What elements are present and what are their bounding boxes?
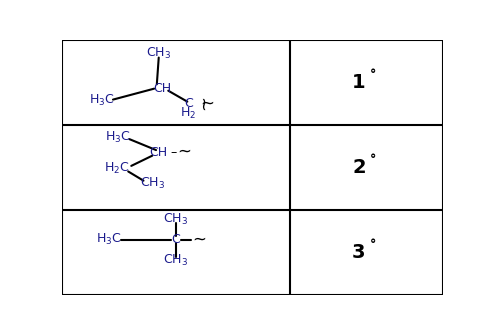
Text: H$_2$: H$_2$ [181, 106, 196, 121]
Text: C: C [172, 233, 180, 246]
Text: CH$_3$: CH$_3$ [146, 46, 171, 61]
Text: ~: ~ [201, 95, 215, 113]
Text: °: ° [370, 68, 376, 81]
Text: –: – [170, 146, 176, 159]
Text: CH: CH [154, 82, 172, 95]
Text: H$_3$C: H$_3$C [105, 129, 131, 145]
Text: 2: 2 [352, 158, 366, 177]
Text: H$_2$C: H$_2$C [104, 161, 129, 176]
Text: ~: ~ [195, 95, 213, 110]
Text: CH$_3$: CH$_3$ [163, 254, 188, 268]
Text: CH$_3$: CH$_3$ [163, 212, 188, 227]
Text: H$_3$C: H$_3$C [96, 232, 122, 247]
Text: C: C [184, 97, 193, 111]
Text: 1: 1 [352, 73, 366, 92]
Text: CH: CH [150, 146, 168, 159]
Text: °: ° [370, 153, 376, 166]
Text: H$_3$C: H$_3$C [89, 93, 114, 109]
Text: °: ° [370, 238, 376, 251]
Text: CH$_3$: CH$_3$ [140, 176, 165, 191]
Text: ~: ~ [178, 143, 192, 161]
Text: ~: ~ [192, 230, 206, 248]
Text: 3: 3 [352, 243, 366, 261]
